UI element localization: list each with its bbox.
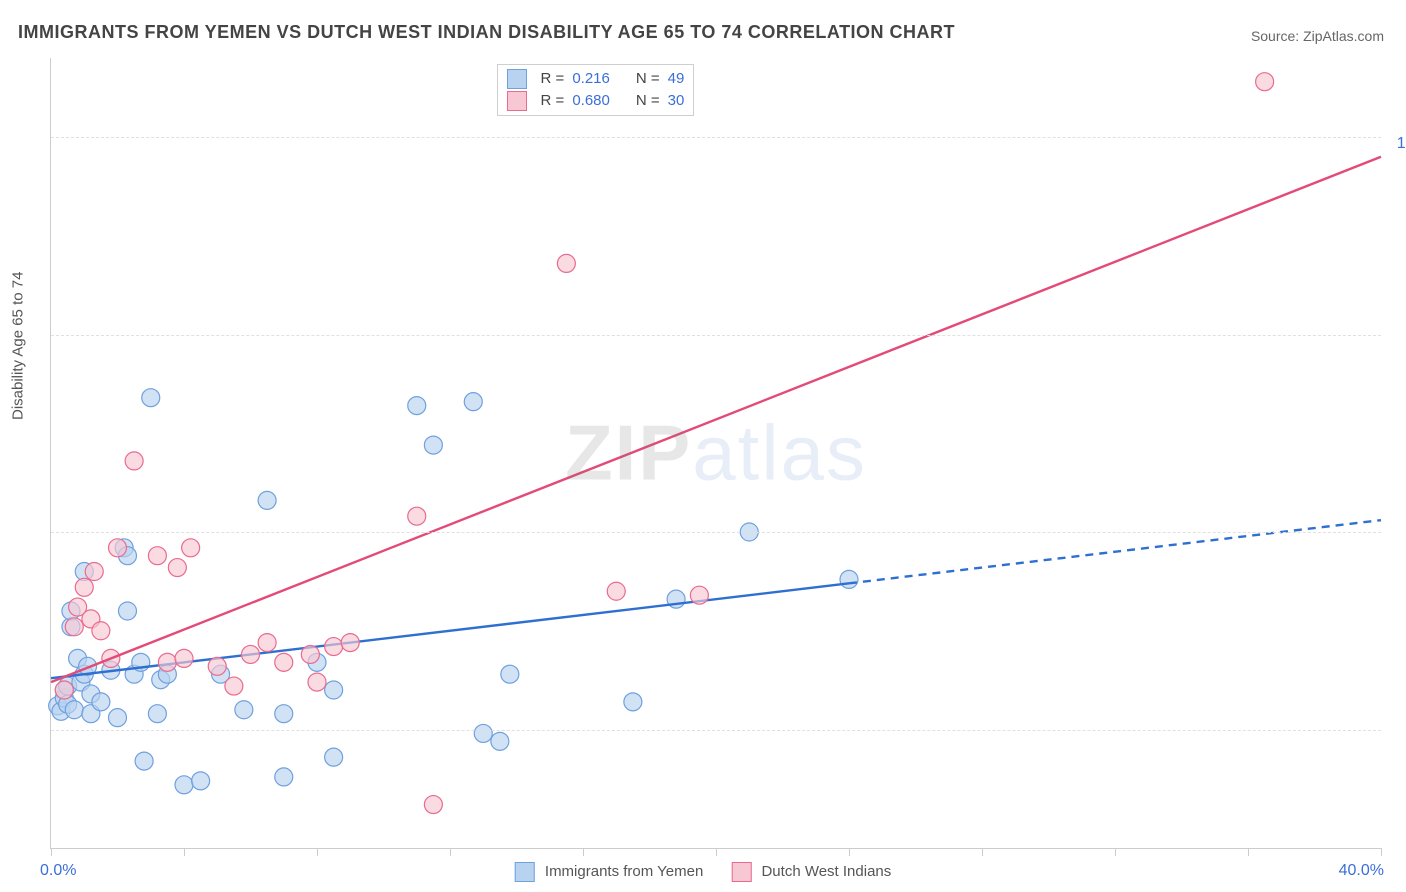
scatter-point-blue (148, 705, 166, 723)
scatter-point-pink (168, 559, 186, 577)
legend-swatch-pink (507, 91, 527, 111)
scatter-point-blue (192, 772, 210, 790)
x-tick (450, 848, 451, 856)
scatter-point-pink (175, 649, 193, 667)
scatter-point-blue (65, 701, 83, 719)
scatter-plot-area: ZIPatlas R =0.216N =49R =0.680N =30 25.0… (50, 58, 1381, 849)
scatter-point-pink (208, 657, 226, 675)
scatter-point-pink (75, 578, 93, 596)
scatter-point-blue (92, 693, 110, 711)
x-tick (716, 848, 717, 856)
gridline (51, 532, 1381, 533)
x-tick (1381, 848, 1382, 856)
legend-N-label: N = (636, 68, 660, 90)
legend-label-blue: Immigrants from Yemen (545, 863, 703, 880)
scatter-point-pink (125, 452, 143, 470)
legend-row-blue: R = 0.216 N = 49 (507, 68, 685, 90)
x-tick (184, 848, 185, 856)
scatter-point-pink (148, 547, 166, 565)
x-tick (51, 848, 52, 856)
legend-N-label: N = (636, 90, 660, 112)
scatter-point-pink (158, 653, 176, 671)
legend-R-value: 0.216 (572, 68, 610, 90)
chart-title: IMMIGRANTS FROM YEMEN VS DUTCH WEST INDI… (18, 22, 955, 43)
x-axis-max-label: 40.0% (1339, 862, 1384, 880)
legend-swatch-blue (507, 69, 527, 89)
scatter-point-blue (275, 705, 293, 723)
legend-label-pink: Dutch West Indians (761, 863, 891, 880)
scatter-point-blue (325, 748, 343, 766)
legend-item-pink: Dutch West Indians (731, 862, 891, 882)
scatter-point-blue (258, 491, 276, 509)
legend-swatch-pink (731, 862, 751, 882)
source-label: Source: ZipAtlas.com (1251, 28, 1384, 44)
x-tick (317, 848, 318, 856)
scatter-point-pink (308, 673, 326, 691)
legend-item-blue: Immigrants from Yemen (515, 862, 704, 882)
scatter-point-pink (65, 618, 83, 636)
scatter-point-pink (242, 645, 260, 663)
scatter-point-pink (182, 539, 200, 557)
x-tick (849, 848, 850, 856)
scatter-point-pink (1256, 73, 1274, 91)
scatter-point-blue (624, 693, 642, 711)
regression-line-blue-dashed (849, 520, 1381, 583)
scatter-point-pink (325, 638, 343, 656)
scatter-point-blue (109, 709, 127, 727)
scatter-point-pink (341, 634, 359, 652)
regression-line-pink (51, 157, 1381, 682)
legend-R-label: R = (541, 90, 565, 112)
x-axis-min-label: 0.0% (40, 862, 76, 880)
scatter-point-pink (92, 622, 110, 640)
scatter-point-blue (491, 732, 509, 750)
scatter-point-pink (690, 586, 708, 604)
gridline (51, 137, 1381, 138)
gridline (51, 335, 1381, 336)
scatter-point-blue (175, 776, 193, 794)
scatter-point-pink (275, 653, 293, 671)
scatter-point-blue (464, 393, 482, 411)
x-tick (982, 848, 983, 856)
legend-R-label: R = (541, 68, 565, 90)
scatter-point-blue (275, 768, 293, 786)
scatter-point-blue (135, 752, 153, 770)
series-legend: Immigrants from Yemen Dutch West Indians (515, 862, 892, 882)
legend-N-value: 30 (668, 90, 685, 112)
scatter-point-blue (501, 665, 519, 683)
scatter-point-pink (557, 254, 575, 272)
scatter-point-blue (235, 701, 253, 719)
x-tick (583, 848, 584, 856)
scatter-point-pink (301, 645, 319, 663)
scatter-point-pink (258, 634, 276, 652)
scatter-point-pink (55, 681, 73, 699)
y-tick-label: 100.0% (1397, 135, 1406, 153)
legend-R-value: 0.680 (572, 90, 610, 112)
scatter-point-blue (142, 389, 160, 407)
scatter-point-pink (607, 582, 625, 600)
correlation-legend: R = 0.216 N = 49 R = 0.680 N = 30 (497, 64, 695, 116)
legend-N-value: 49 (668, 68, 685, 90)
scatter-point-pink (424, 796, 442, 814)
scatter-point-blue (840, 570, 858, 588)
scatter-point-pink (109, 539, 127, 557)
scatter-point-blue (408, 397, 426, 415)
x-tick (1115, 848, 1116, 856)
legend-row-pink: R = 0.680 N = 30 (507, 90, 685, 112)
scatter-point-blue (474, 724, 492, 742)
scatter-point-pink (225, 677, 243, 695)
x-tick (1248, 848, 1249, 856)
y-axis-label: Disability Age 65 to 74 (10, 272, 27, 420)
scatter-point-blue (325, 681, 343, 699)
scatter-point-blue (118, 602, 136, 620)
legend-swatch-blue (515, 862, 535, 882)
scatter-point-blue (424, 436, 442, 454)
gridline (51, 730, 1381, 731)
scatter-point-pink (408, 507, 426, 525)
scatter-point-pink (85, 563, 103, 581)
